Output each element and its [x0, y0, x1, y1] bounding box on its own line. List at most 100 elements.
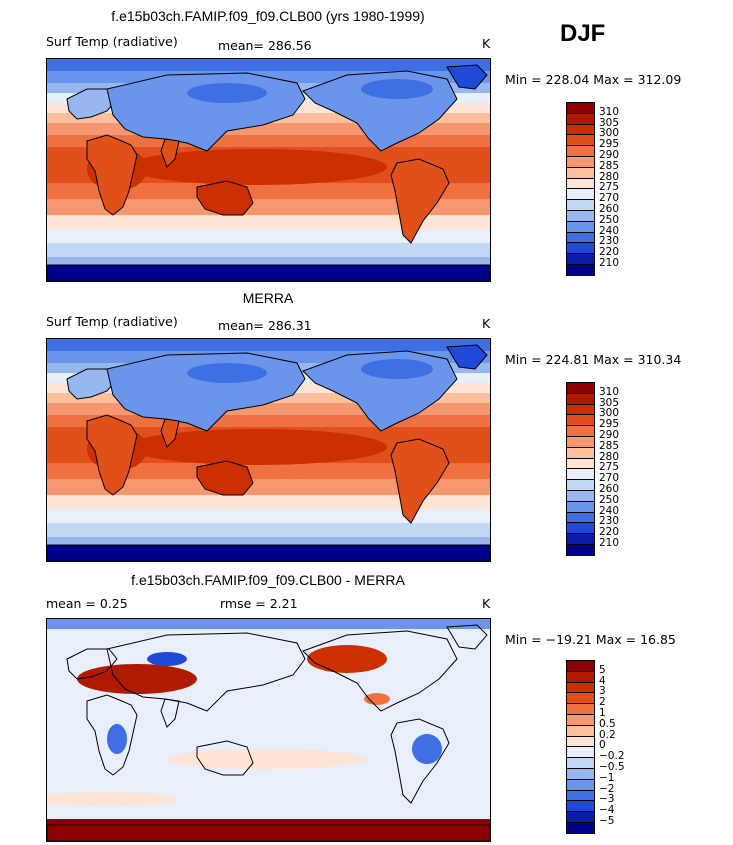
colorbar-swatch [567, 790, 594, 802]
colorbar-swatch [567, 426, 594, 437]
colorbar-swatch [567, 671, 594, 683]
colorbar-swatch [567, 661, 594, 672]
colorbar-tick-label: 280 [599, 450, 620, 463]
colorbar-tick-label: 275 [599, 181, 620, 194]
colorbar-tick-label: 275 [599, 461, 620, 474]
colorbar-swatch [567, 512, 594, 524]
panel3-mean: mean = 0.25 [46, 596, 128, 611]
colorbar-tick-label: −0.2 [599, 750, 625, 763]
colorbar-swatch [567, 383, 594, 394]
colorbar-swatch [567, 232, 594, 244]
colorbar-tick-label: 310 [599, 105, 620, 118]
colorbar-swatch [567, 167, 594, 179]
colorbar-swatch [567, 523, 594, 535]
colorbar-swatch [567, 200, 594, 211]
colorbar-tick-label: 270 [599, 192, 620, 205]
colorbar-swatch [567, 415, 594, 427]
colorbar-tick-label: 210 [599, 257, 620, 269]
colorbar-swatch [567, 124, 594, 136]
colorbar-tick-label: 310 [599, 385, 620, 398]
colorbar-swatch [567, 812, 594, 823]
colorbar-swatch [567, 480, 594, 491]
colorbar-swatch [567, 490, 594, 502]
season-label: DJF [560, 20, 606, 47]
panel3-map [46, 618, 491, 842]
panel1-map [46, 58, 491, 282]
colorbar-swatch [567, 447, 594, 459]
colorbar-tick-label: 300 [599, 407, 620, 420]
panel2-map [46, 338, 491, 562]
colorbar-tick-label: −5 [599, 815, 615, 827]
panel2-colorbar [566, 382, 595, 556]
panel1-colorbar-labels: 310 305 300 295 290 285 280 275 270 260 250 240 230 2… [599, 102, 639, 274]
panel1-minmax: Min = 228.04 Max = 312.09 [505, 72, 682, 87]
panel3-colorbar [566, 660, 595, 834]
colorbar-tick-label: 295 [599, 418, 620, 431]
colorbar-tick-label: −4 [599, 804, 615, 817]
colorbar-tick-label: 230 [599, 515, 620, 528]
colorbar-swatch [567, 747, 594, 759]
panel3-rmse: rmse = 2.21 [220, 596, 298, 611]
panel1-units: K [482, 36, 491, 51]
colorbar-swatch [567, 714, 594, 726]
colorbar-swatch [567, 404, 594, 416]
colorbar-swatch [567, 189, 594, 201]
colorbar-tick-label: 250 [599, 213, 620, 226]
colorbar-swatch [567, 458, 594, 470]
colorbar-tick-label: 220 [599, 526, 620, 539]
colorbar-swatch [567, 254, 594, 265]
panel2-mean: mean= 286.31 [218, 318, 312, 333]
colorbar-tick-label: 295 [599, 138, 620, 151]
colorbar-tick-label: 220 [599, 246, 620, 259]
colorbar-swatch [567, 544, 594, 556]
colorbar-swatch [567, 736, 594, 748]
colorbar-tick-label: 2 [599, 696, 606, 709]
colorbar-tick-label: 5 [599, 663, 606, 676]
colorbar-swatch [567, 113, 594, 125]
colorbar-tick-label: 280 [599, 170, 620, 183]
colorbar-swatch [567, 264, 594, 276]
colorbar-tick-label: 290 [599, 429, 620, 441]
colorbar-tick-label: 305 [599, 396, 620, 409]
colorbar-tick-label: −3 [599, 793, 615, 806]
colorbar-tick-label: −0.5 [599, 761, 625, 773]
panel1-title: f.e15b03ch.FAMIP.f09_f09.CLB00 (yrs 1980… [111, 8, 425, 24]
panel1-mean: mean= 286.56 [218, 38, 312, 53]
panel2-title: MERRA [242, 290, 294, 306]
colorbar-tick-label: 285 [599, 159, 620, 172]
colorbar-tick-label: 285 [599, 439, 620, 452]
panel2-units: K [482, 316, 491, 331]
colorbar-swatch [567, 801, 594, 813]
colorbar-swatch [567, 534, 594, 545]
colorbar-tick-label: 4 [599, 674, 606, 687]
colorbar-tick-label: −2 [599, 782, 615, 795]
colorbar-swatch [567, 469, 594, 481]
colorbar-swatch [567, 682, 594, 694]
colorbar-swatch [567, 243, 594, 255]
colorbar-swatch [567, 103, 594, 114]
colorbar-tick-label: 270 [599, 472, 620, 485]
colorbar-tick-label: 0.5 [599, 717, 616, 730]
colorbar-tick-label: 305 [599, 116, 620, 129]
colorbar-swatch [567, 704, 594, 715]
panel2-minmax: Min = 224.81 Max = 310.34 [505, 352, 682, 367]
colorbar-tick-label: 260 [599, 483, 620, 495]
colorbar-tick-label: 240 [599, 504, 620, 517]
colorbar-swatch [567, 146, 594, 157]
colorbar-tick-label: 3 [599, 685, 606, 698]
colorbar-swatch [567, 210, 594, 222]
colorbar-tick-label: 300 [599, 127, 620, 140]
colorbar-swatch [567, 221, 594, 233]
panel3-colorbar-labels: 5 4 3 2 1 0.5 0.2 0 −0.2 −0.5 −1 −2 −3 −4 −5 [599, 660, 639, 832]
colorbar-tick-label: −1 [599, 771, 615, 784]
colorbar-swatch [567, 178, 594, 190]
colorbar-tick-label: 210 [599, 537, 620, 549]
colorbar-swatch [567, 501, 594, 513]
panel2-variable-label: Surf Temp (radiative) [46, 314, 178, 329]
colorbar-swatch [567, 758, 594, 769]
colorbar-tick-label: 290 [599, 149, 620, 161]
colorbar-swatch [567, 135, 594, 147]
panel2-colorbar-labels: 310 305 300 295 290 285 280 275 270 260 250 240 230 2… [599, 382, 639, 554]
colorbar-tick-label: 240 [599, 224, 620, 237]
colorbar-swatch [567, 768, 594, 780]
